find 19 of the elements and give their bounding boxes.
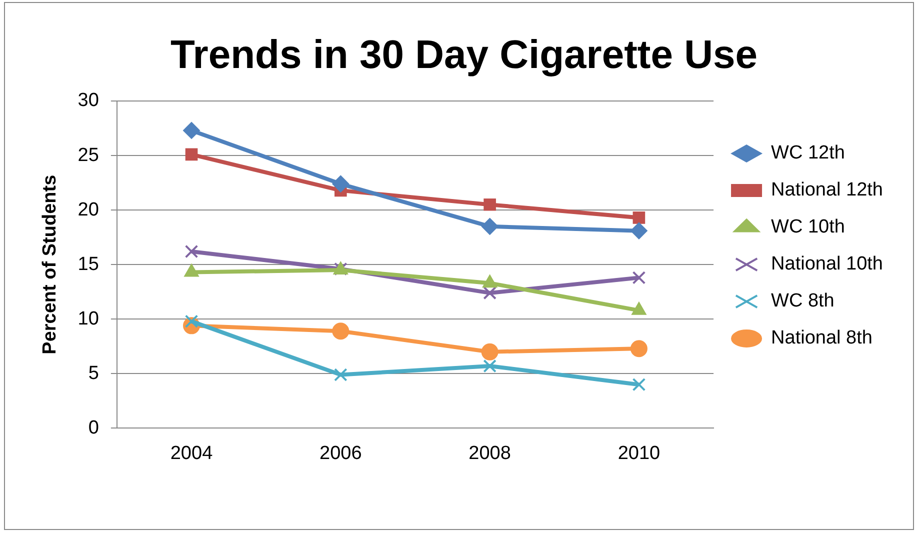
x-tick-label: 2006 bbox=[320, 442, 362, 464]
y-tick-label: 5 bbox=[88, 362, 99, 384]
y-tick-label: 30 bbox=[78, 90, 99, 112]
y-tick-label: 25 bbox=[78, 144, 99, 166]
chart-title: Trends in 30 Day Cigarette Use bbox=[170, 33, 758, 78]
y-tick-label: 0 bbox=[88, 417, 99, 438]
legend-label: National 8th bbox=[771, 328, 872, 349]
x-tick-label: 2004 bbox=[170, 442, 214, 464]
y-tick-label: 10 bbox=[78, 308, 99, 330]
legend-label: National 12th bbox=[771, 180, 883, 201]
legend-label: National 10th bbox=[771, 254, 883, 275]
legend-label: WC 10th bbox=[771, 216, 845, 238]
y-axis-title: Percent of Students bbox=[40, 174, 61, 354]
legend-label: WC 12th bbox=[771, 142, 845, 164]
y-tick-label: 15 bbox=[78, 254, 99, 275]
legend-label: WC 8th bbox=[771, 290, 834, 312]
y-tick-label: 20 bbox=[78, 199, 99, 220]
x-tick-label: 2010 bbox=[618, 442, 660, 464]
x-tick-label: 2008 bbox=[468, 442, 511, 464]
